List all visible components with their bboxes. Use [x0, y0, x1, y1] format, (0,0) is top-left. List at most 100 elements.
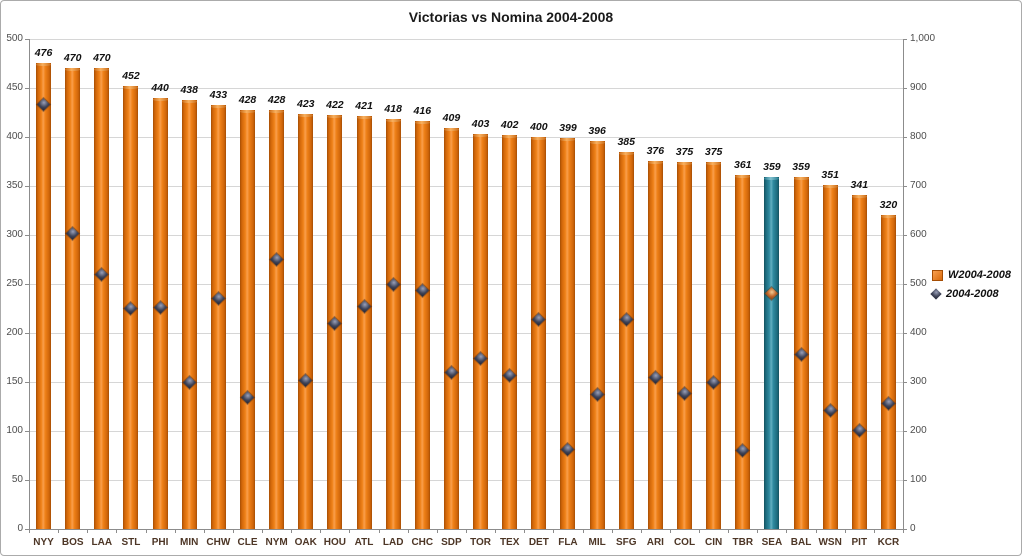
- legend-label-scatter-series: 2004-2008: [946, 288, 999, 300]
- category-label-BAL: BAL: [790, 537, 812, 548]
- bar-FLA: [560, 137, 576, 529]
- bottom-axis-tick: [436, 529, 438, 533]
- category-label-ATL: ATL: [354, 537, 374, 548]
- bar-value-label-HOU: 422: [326, 99, 344, 112]
- bottom-axis-tick: [903, 529, 904, 533]
- bar-LAD: [385, 119, 401, 529]
- bar-cap: [298, 114, 314, 118]
- bar-value-label-TOR: 403: [471, 118, 490, 131]
- right-axis-tick-label: 1,000: [910, 33, 936, 44]
- legend-item-scatter-series: 2004-2008: [930, 288, 1011, 300]
- left-axis-tick-label: 0: [17, 523, 23, 534]
- bar-value-label-PIT: 341: [850, 178, 869, 191]
- bottom-axis-tick: [640, 529, 642, 533]
- bottom-axis-tick: [232, 529, 234, 533]
- bar-cap: [677, 161, 692, 165]
- bar-value-label-SEA: 359: [763, 161, 781, 174]
- right-axis-tick-label: 800: [910, 131, 927, 142]
- left-axis-tick: [25, 136, 29, 138]
- left-axis-tick-label: 300: [6, 229, 23, 240]
- bottom-axis-tick: [291, 529, 293, 533]
- bar-cap: [356, 116, 372, 120]
- category-label-LAA: LAA: [91, 537, 113, 548]
- gridline: [29, 381, 903, 383]
- bar-TOR: [473, 134, 489, 529]
- right-axis-tick-label: 100: [910, 474, 927, 485]
- bar-cap: [65, 68, 81, 72]
- category-label-CHW: CHW: [206, 537, 231, 548]
- bar-cap: [502, 135, 518, 139]
- bar-value-label-TBR: 361: [734, 159, 752, 172]
- bar-value-label-NYY: 476: [34, 46, 53, 59]
- bar-cap: [181, 99, 197, 103]
- bar-cap: [793, 177, 809, 181]
- gridline: [29, 234, 903, 236]
- right-axis-tick: [903, 136, 907, 138]
- category-label-CHC: CHC: [411, 537, 434, 548]
- left-axis-tick: [25, 528, 29, 530]
- bar-CIN: [706, 161, 722, 529]
- bar-value-label-ATL: 421: [355, 100, 373, 113]
- bar-value-label-FLA: 399: [559, 121, 577, 134]
- bar-PIT: [851, 194, 867, 529]
- bar-LAA: [94, 68, 110, 529]
- category-label-SEA: SEA: [761, 537, 783, 548]
- category-label-DET: DET: [528, 537, 549, 548]
- left-axis-tick: [25, 283, 29, 285]
- bar-value-label-ARI: 376: [646, 144, 665, 157]
- category-label-LAD: LAD: [382, 537, 404, 548]
- bar-cap: [851, 194, 867, 198]
- bottom-axis-tick: [844, 529, 846, 533]
- bottom-axis-tick: [728, 529, 730, 533]
- category-label-TBR: TBR: [732, 537, 754, 548]
- gridline: [29, 430, 903, 432]
- bottom-axis-tick: [349, 529, 351, 533]
- bottom-axis-tick: [174, 529, 176, 533]
- bar-SDP: [443, 128, 459, 529]
- bottom-axis-tick: [203, 529, 205, 533]
- bar-MIL: [589, 140, 605, 529]
- bar-value-label-CHW: 433: [209, 88, 228, 101]
- category-label-WSN: WSN: [818, 537, 842, 548]
- bar-value-label-MIL: 396: [588, 124, 606, 137]
- bar-value-label-PHI: 440: [151, 81, 169, 94]
- bar-NYY: [36, 62, 52, 529]
- bar-COL: [677, 161, 692, 529]
- bottom-axis-tick: [582, 529, 584, 533]
- gridline: [29, 185, 903, 187]
- bar-cap: [269, 109, 285, 113]
- category-label-PHI: PHI: [151, 537, 169, 548]
- category-label-ARI: ARI: [646, 537, 664, 548]
- bottom-axis-tick: [145, 529, 147, 533]
- category-label-CIN: CIN: [705, 537, 723, 548]
- bottom-axis-tick: [378, 529, 380, 533]
- bar-ATL: [356, 116, 372, 529]
- bar-value-label-SDP: 409: [442, 112, 461, 125]
- bar-NYM: [269, 109, 285, 529]
- bar-CHW: [210, 104, 226, 529]
- bar-CLE: [240, 109, 255, 529]
- bar-DET: [531, 137, 547, 529]
- bar-KCR: [880, 215, 896, 529]
- bar-cap: [880, 215, 896, 219]
- bar-value-label-LAD: 418: [384, 103, 402, 116]
- bar-TEX: [502, 135, 518, 529]
- right-axis-tick: [903, 283, 907, 285]
- bar-MIN: [181, 99, 197, 529]
- right-axis-tick: [903, 38, 907, 40]
- bottom-axis-tick: [116, 529, 118, 533]
- bar-cap: [706, 161, 722, 165]
- bar-cap: [647, 160, 663, 164]
- bar-TBR: [735, 175, 751, 529]
- left-axis-tick-label: 400: [6, 131, 23, 142]
- left-axis-tick: [25, 430, 29, 432]
- bar-OAK: [298, 114, 314, 529]
- category-label-CLE: CLE: [237, 537, 258, 548]
- bottom-axis-tick: [320, 529, 322, 533]
- bar-cap: [473, 134, 489, 138]
- bottom-axis-tick: [58, 529, 60, 533]
- bar-cap: [414, 121, 430, 125]
- diamond-series-swatch-icon: [930, 288, 942, 300]
- gridline: [29, 136, 903, 138]
